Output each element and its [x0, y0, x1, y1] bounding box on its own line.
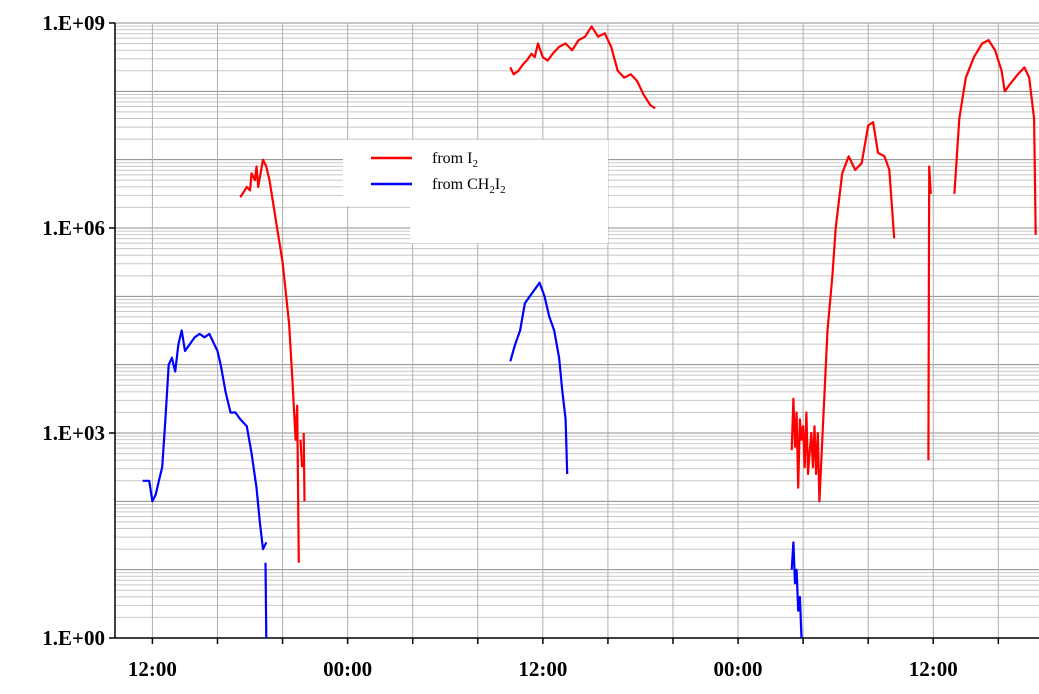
series-line-from-i2 — [927, 165, 932, 461]
legend-box — [343, 140, 608, 206]
x-tick-label: 12:00 — [518, 657, 567, 681]
series-line-from-ch2i2 — [509, 281, 569, 475]
y-tick-label: 1.E+00 — [42, 626, 105, 650]
x-tick-label: 00:00 — [323, 657, 372, 681]
legend: from I2 from CH2I2 — [343, 140, 608, 243]
legend-label-from-ch2i2: from CH2I2 — [432, 176, 506, 196]
x-tick-label: 12:00 — [128, 657, 177, 681]
series-line-from-i2 — [302, 432, 306, 502]
series-line-from-i2 — [953, 39, 1037, 235]
y-tick-label: 1.E+09 — [42, 11, 105, 35]
series-line-from-i2 — [239, 158, 300, 563]
axes — [109, 22, 1039, 644]
grid — [115, 22, 1039, 639]
y-tick-label: 1.E+03 — [42, 421, 105, 445]
tick-labels: 1.E+00 1.E+03 1.E+06 1.E+09 12:00 00:00 12:00 0… — [42, 11, 957, 681]
series-line-from-i2 — [509, 25, 656, 110]
series-line-from-i2 — [299, 439, 304, 468]
series-line-from-ch2i2 — [142, 329, 268, 551]
y-tick-label: 1.E+06 — [42, 216, 105, 240]
series-lines — [142, 25, 1037, 638]
series-line-from-i2 — [790, 121, 896, 503]
x-tick-label: 00:00 — [714, 657, 763, 681]
series-line-from-ch2i2 — [790, 541, 803, 638]
series-line-from-ch2i2 — [264, 562, 268, 638]
x-tick-label: 12:00 — [909, 657, 958, 681]
legend-label-from-i2: from I2 — [432, 150, 478, 170]
legend-box-extension — [410, 206, 608, 243]
